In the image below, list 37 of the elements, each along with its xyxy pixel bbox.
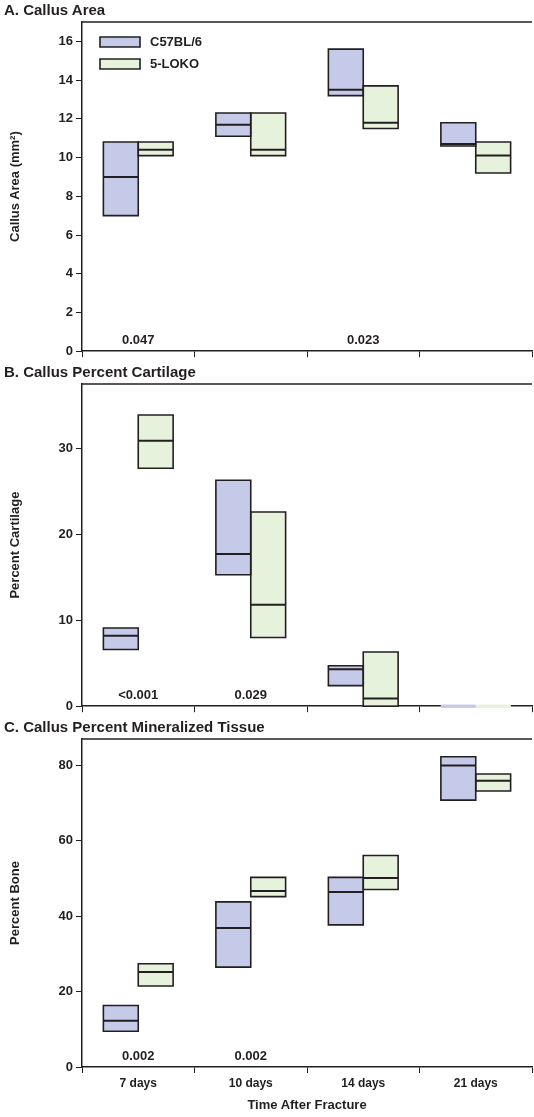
annotation: 0.002 <box>234 1048 268 1064</box>
y-tick-label: 6 <box>65 226 73 242</box>
x-tick-label: 7 days <box>119 1075 158 1090</box>
x-axis-title: Time After Fracture <box>247 1096 367 1112</box>
y-tick-label: 8 <box>65 187 73 203</box>
annotation: 0.029 <box>234 687 268 703</box>
y-tick-label: 4 <box>65 265 74 281</box>
y-tick-label: 0 <box>65 1058 73 1074</box>
y-axis-title: Percent Cartilage <box>7 491 23 599</box>
y-tick-label: 16 <box>58 32 73 48</box>
y-tick-label: 10 <box>58 149 73 165</box>
annotation: 0.002 <box>121 1048 155 1064</box>
y-axis-title: Callus Area (mm²) <box>7 131 23 242</box>
chart-title: B. Callus Percent Cartilage <box>4 363 196 381</box>
y-tick-label: 0 <box>65 342 73 358</box>
y-tick-label: 0 <box>65 697 73 713</box>
y-tick-label: 80 <box>58 756 73 772</box>
annotation: 0.023 <box>346 332 380 348</box>
y-tick-label: 40 <box>58 907 73 923</box>
y-tick-label: 2 <box>65 304 73 320</box>
annotation: 0.047 <box>121 332 155 348</box>
y-tick-label: 10 <box>58 611 73 627</box>
y-tick-label: 30 <box>58 440 73 456</box>
chart-title: A. Callus Area <box>4 1 106 19</box>
legend-label: 5-LOKO <box>150 55 200 71</box>
x-tick-label: 10 days <box>228 1075 274 1090</box>
x-tick-label: 14 days <box>341 1075 386 1090</box>
annotation: <0.001 <box>118 687 159 703</box>
chart-title: C. Callus Percent Mineralized Tissue <box>4 718 265 736</box>
y-tick-label: 60 <box>58 832 73 848</box>
y-tick-label: 12 <box>58 110 73 126</box>
legend-label: C57BL/6 <box>150 33 203 49</box>
x-tick-label: 21 days <box>453 1075 499 1090</box>
y-axis-title: Percent Bone <box>7 861 23 945</box>
y-tick-label: 20 <box>58 525 73 541</box>
y-tick-label: 20 <box>58 983 73 999</box>
y-tick-label: 14 <box>58 71 74 87</box>
